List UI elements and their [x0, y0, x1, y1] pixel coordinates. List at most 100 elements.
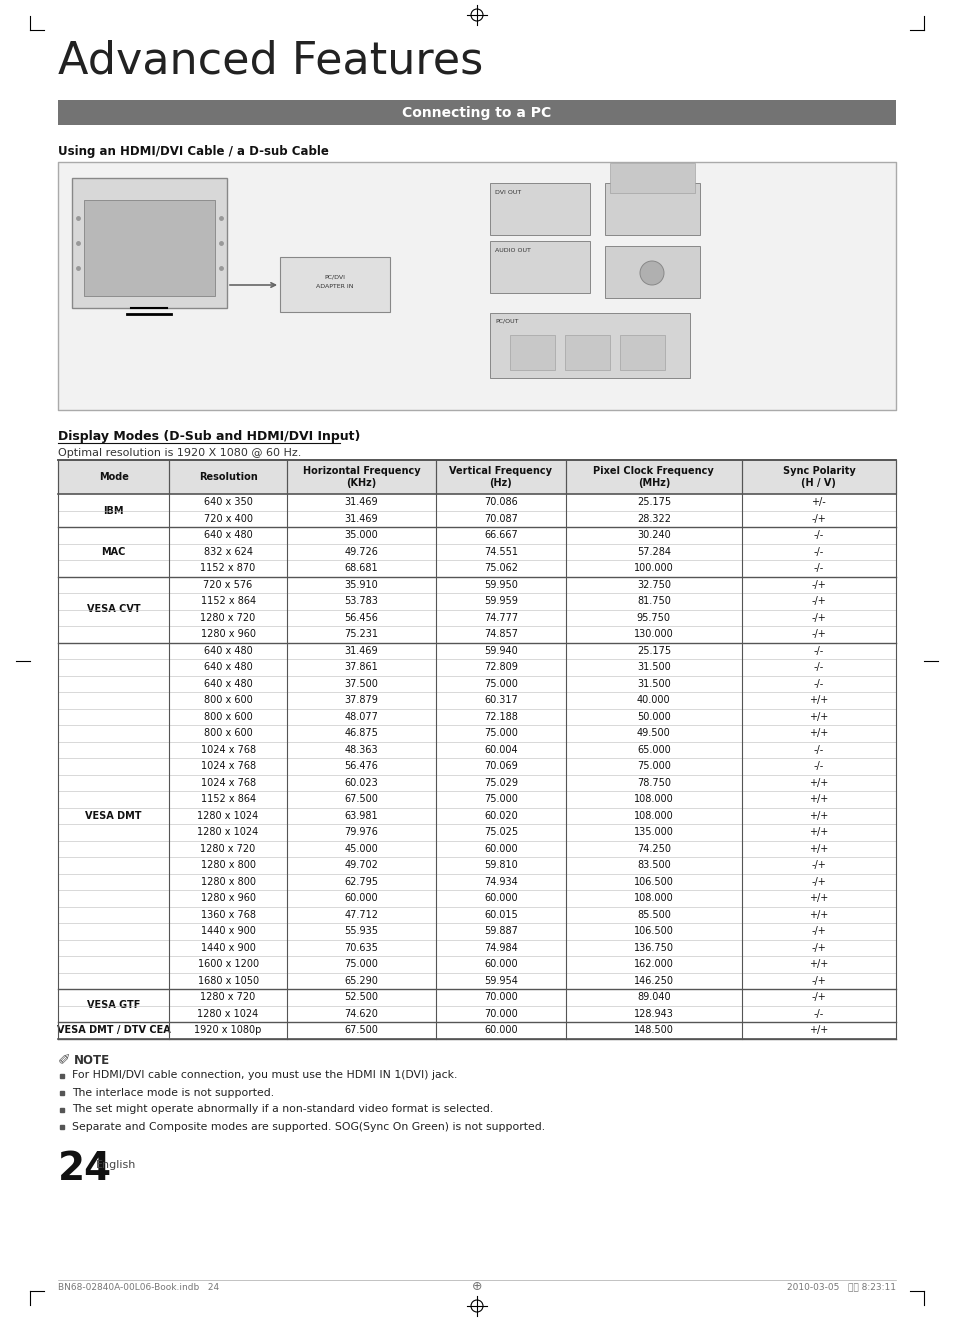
Text: The set might operate abnormally if a non-standard video format is selected.: The set might operate abnormally if a no… [71, 1104, 493, 1115]
Text: 37.500: 37.500 [344, 679, 378, 688]
Text: Separate and Composite modes are supported. SOG(Sync On Green) is not supported.: Separate and Composite modes are support… [71, 1122, 544, 1132]
Text: -/+: -/+ [811, 943, 825, 952]
Text: 135.000: 135.000 [633, 827, 673, 838]
Text: +/+: +/+ [808, 728, 827, 738]
Text: Vertical Frequency
(Hz): Vertical Frequency (Hz) [449, 466, 552, 489]
Bar [58, 1005, 895, 1022]
Text: 1152 x 870: 1152 x 870 [200, 563, 255, 573]
Text: 800 x 600: 800 x 600 [204, 728, 253, 738]
Text: +/+: +/+ [808, 959, 827, 970]
Bar [58, 906, 895, 923]
Text: 1920 x 1080p: 1920 x 1080p [194, 1025, 261, 1036]
Bar [58, 675, 895, 692]
Bar [58, 642, 895, 659]
Text: 89.040: 89.040 [637, 992, 670, 1003]
Bar [58, 659, 895, 675]
Bar [280, 258, 390, 312]
Text: -/-: -/- [813, 646, 823, 655]
Text: Connecting to a PC: Connecting to a PC [402, 106, 551, 119]
Text: 146.250: 146.250 [633, 976, 673, 985]
Text: -/+: -/+ [811, 976, 825, 985]
Text: 35.910: 35.910 [344, 580, 377, 589]
Text: Pixel Clock Frequency
(MHz): Pixel Clock Frequency (MHz) [593, 466, 714, 489]
Text: 65.290: 65.290 [344, 976, 378, 985]
Text: 31.500: 31.500 [637, 679, 670, 688]
Text: 108.000: 108.000 [634, 811, 673, 820]
Text: -/-: -/- [813, 679, 823, 688]
Text: 74.551: 74.551 [483, 547, 517, 556]
Bar [490, 240, 589, 293]
Bar [604, 246, 700, 299]
Text: 70.000: 70.000 [483, 1009, 517, 1018]
Text: 63.981: 63.981 [344, 811, 377, 820]
Text: -/-: -/- [813, 662, 823, 672]
Text: Sync Polarity
(H / V): Sync Polarity (H / V) [781, 466, 855, 489]
Bar [58, 708, 895, 725]
Text: 50.000: 50.000 [637, 712, 670, 721]
Bar [564, 336, 609, 370]
Text: ✐: ✐ [58, 1053, 71, 1067]
Text: 95.750: 95.750 [637, 613, 670, 622]
Text: 74.934: 74.934 [483, 877, 517, 886]
Text: 75.000: 75.000 [483, 794, 517, 804]
Text: 60.317: 60.317 [483, 695, 517, 705]
Text: 24: 24 [58, 1151, 112, 1189]
Text: -/+: -/+ [811, 877, 825, 886]
Bar [58, 840, 895, 857]
Text: -/+: -/+ [811, 596, 825, 606]
Text: 60.000: 60.000 [483, 959, 517, 970]
Text: 1280 x 800: 1280 x 800 [200, 860, 255, 871]
Bar [58, 923, 895, 939]
Text: 56.476: 56.476 [344, 761, 378, 771]
Text: 45.000: 45.000 [344, 844, 377, 853]
Text: 106.500: 106.500 [633, 877, 673, 886]
Text: 70.635: 70.635 [344, 943, 378, 952]
Text: 31.469: 31.469 [344, 497, 377, 507]
Text: 67.500: 67.500 [344, 1025, 378, 1036]
Bar [609, 162, 695, 193]
Bar [84, 199, 214, 296]
Text: 720 x 576: 720 x 576 [203, 580, 253, 589]
Text: 47.712: 47.712 [344, 910, 378, 919]
Text: -/-: -/- [813, 547, 823, 556]
Text: 640 x 480: 640 x 480 [204, 646, 253, 655]
Text: 70.087: 70.087 [483, 514, 517, 523]
Text: 60.020: 60.020 [483, 811, 517, 820]
Text: 1600 x 1200: 1600 x 1200 [197, 959, 258, 970]
Text: 1152 x 864: 1152 x 864 [200, 794, 255, 804]
Bar [58, 560, 895, 576]
Text: 75.000: 75.000 [483, 679, 517, 688]
Text: 130.000: 130.000 [634, 629, 673, 639]
Text: 108.000: 108.000 [634, 794, 673, 804]
Text: +/+: +/+ [808, 794, 827, 804]
Text: 74.984: 74.984 [483, 943, 517, 952]
Text: MAC: MAC [101, 547, 126, 556]
Text: Horizontal Frequency
(KHz): Horizontal Frequency (KHz) [302, 466, 419, 489]
Text: Display Modes (D-Sub and HDMI/DVI Input): Display Modes (D-Sub and HDMI/DVI Input) [58, 431, 360, 443]
Bar [58, 162, 895, 410]
Text: +/+: +/+ [808, 844, 827, 853]
Text: 74.777: 74.777 [483, 613, 517, 622]
Text: 720 x 400: 720 x 400 [203, 514, 253, 523]
Bar [58, 576, 895, 593]
Text: BN68-02840A-00L06-Book.indb   24: BN68-02840A-00L06-Book.indb 24 [58, 1283, 219, 1292]
Text: 83.500: 83.500 [637, 860, 670, 871]
Text: 800 x 600: 800 x 600 [204, 695, 253, 705]
Text: 1152 x 864: 1152 x 864 [200, 596, 255, 606]
Text: 75.231: 75.231 [344, 629, 378, 639]
Text: 1280 x 720: 1280 x 720 [200, 613, 255, 622]
Text: 70.086: 70.086 [483, 497, 517, 507]
Text: 1280 x 1024: 1280 x 1024 [197, 827, 258, 838]
Text: 59.954: 59.954 [483, 976, 517, 985]
Bar [58, 527, 895, 543]
Text: 70.000: 70.000 [483, 992, 517, 1003]
Text: -/-: -/- [813, 761, 823, 771]
Text: Using an HDMI/DVI Cable / a D-sub Cable: Using an HDMI/DVI Cable / a D-sub Cable [58, 145, 329, 159]
Bar [58, 857, 895, 873]
Text: 40.000: 40.000 [637, 695, 670, 705]
Text: English: English [96, 1161, 136, 1170]
Bar [58, 543, 895, 560]
Text: 800 x 600: 800 x 600 [204, 712, 253, 721]
Text: 53.783: 53.783 [344, 596, 378, 606]
Text: 832 x 624: 832 x 624 [203, 547, 253, 556]
